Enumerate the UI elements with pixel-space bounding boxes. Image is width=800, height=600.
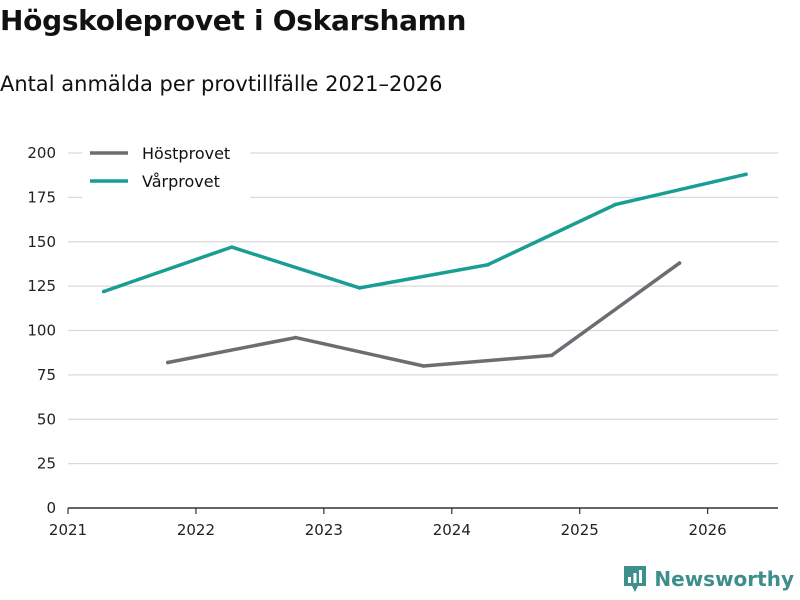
x-tick-label: 2025 [561,521,599,539]
data-point [357,286,362,290]
y-tick-label: 100 [27,322,56,340]
x-tick-label: 2026 [689,521,727,539]
series-line-varprovet [102,172,748,294]
x-tick-label: 2023 [305,521,343,539]
x-tick-label: 2021 [49,521,87,539]
y-tick-label: 175 [27,188,56,206]
y-tick-label: 200 [27,144,56,162]
data-point [677,261,682,265]
y-tick-label: 0 [46,499,56,517]
y-tick-label: 50 [37,410,56,428]
legend-background [82,140,250,198]
data-point [421,364,426,368]
newsworthy-logo-icon [624,566,647,592]
data-point [549,353,554,358]
data-point [293,335,298,340]
axis-layer: 0 25 50 75 100 125 150 175 200 2021 2022 2023 2024 20… [27,144,778,539]
y-tick-label: 75 [37,366,56,384]
series-layer [102,172,748,368]
data-point [485,263,490,267]
legend-label: Höstprovet [142,144,230,163]
y-tick-label: 150 [27,233,56,251]
data-point [165,360,170,365]
legend: Höstprovet Vårprovet [82,140,250,198]
data-point [744,172,748,177]
legend-label: Vårprovet [142,172,220,191]
data-point [229,245,234,249]
chart-title: Högskoleprovet i Oskarshamn [0,4,467,37]
data-point [613,202,618,207]
x-tick-label: 2024 [433,521,471,539]
chart-subtitle: Antal anmälda per provtillfälle 2021–202… [0,72,443,96]
data-point [102,289,106,294]
y-tick-label: 25 [37,455,56,473]
grid-layer [68,152,778,465]
x-tick-label: 2022 [177,521,215,539]
y-tick-label: 125 [27,277,56,295]
brand-logo: Newsworthy [622,564,794,594]
brand-name: Newsworthy [654,567,794,591]
series-line-hostprovet [166,261,682,368]
